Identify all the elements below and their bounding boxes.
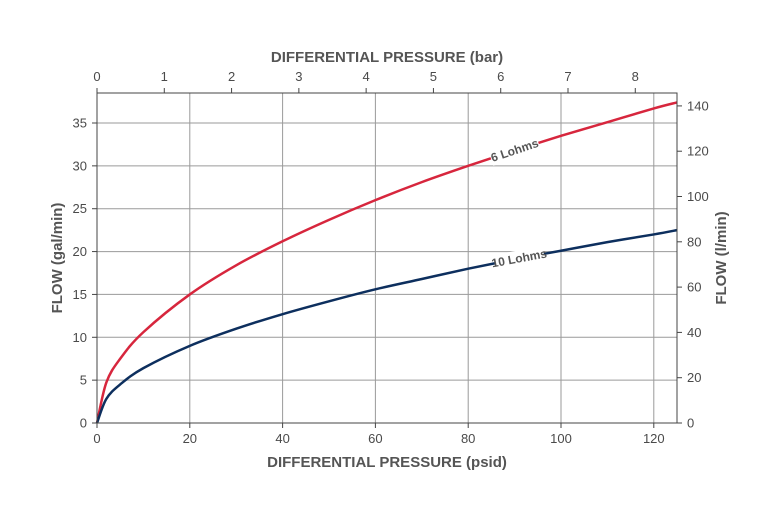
y-left-tick-label: 0 — [80, 416, 87, 431]
x-top-tick-label: 8 — [632, 69, 639, 84]
x-top-tick-label: 7 — [564, 69, 571, 84]
x-top-tick-label: 0 — [93, 69, 100, 84]
x-bottom-tick-label: 80 — [461, 431, 475, 446]
x-top-tick-label: 2 — [228, 69, 235, 84]
y-right-tick-label: 120 — [687, 144, 709, 159]
y-right-tick-label: 60 — [687, 280, 701, 295]
grid — [96, 93, 677, 424]
curves — [95, 101, 678, 424]
series-label-background — [488, 134, 541, 166]
series-line — [95, 228, 678, 424]
x-bottom-tick-label: 100 — [550, 431, 572, 446]
series-label: 10 Lohms — [490, 246, 548, 270]
x-bottom-tick-label: 20 — [183, 431, 197, 446]
series-label-group: 6 Lohms — [488, 134, 541, 166]
y-right-tick-label: 140 — [687, 98, 709, 113]
x-top-tick-label: 6 — [497, 69, 504, 84]
y-right-tick-label: 0 — [687, 416, 694, 431]
x-top-tick-label: 3 — [295, 69, 302, 84]
y-left-tick-label: 35 — [73, 116, 87, 131]
y-right-tick-label: 100 — [687, 189, 709, 204]
y-left-tick-label: 30 — [73, 158, 87, 173]
series-line — [95, 101, 678, 424]
x-bottom-tick-label: 60 — [368, 431, 382, 446]
plot-frame — [96, 92, 678, 424]
y-left-tick-label: 25 — [73, 201, 87, 216]
y-left-tick-label: 15 — [73, 287, 87, 302]
series-label-background — [493, 245, 546, 271]
labels: 6 Lohms 10 Lohms — [488, 134, 548, 271]
right-axis-title: FLOW (l/min) — [713, 211, 730, 304]
y-left-tick-label: 10 — [73, 330, 87, 345]
y-right-tick-label: 80 — [687, 234, 701, 249]
y-left-tick-label: 20 — [73, 244, 87, 259]
series-label-group: 10 Lohms — [490, 245, 548, 271]
y-left-tick-label: 5 — [80, 373, 87, 388]
y-right-tick-label: 20 — [687, 370, 701, 385]
x-bottom-tick-label: 40 — [275, 431, 289, 446]
x-bottom-tick-label: 0 — [93, 431, 100, 446]
x-top-tick-label: 4 — [363, 69, 370, 84]
x-top-tick-label: 5 — [430, 69, 437, 84]
top-axis-title: DIFFERENTIAL PRESSURE (bar) — [271, 49, 503, 66]
bottom-axis-title: DIFFERENTIAL PRESSURE (psid) — [267, 454, 507, 471]
x-bottom-tick-label: 120 — [643, 431, 665, 446]
y-right-tick-label: 40 — [687, 325, 701, 340]
left-axis-title: FLOW (gal/min) — [49, 203, 66, 314]
series-label: 6 Lohms — [489, 136, 541, 165]
x-top-tick-label: 1 — [161, 69, 168, 84]
